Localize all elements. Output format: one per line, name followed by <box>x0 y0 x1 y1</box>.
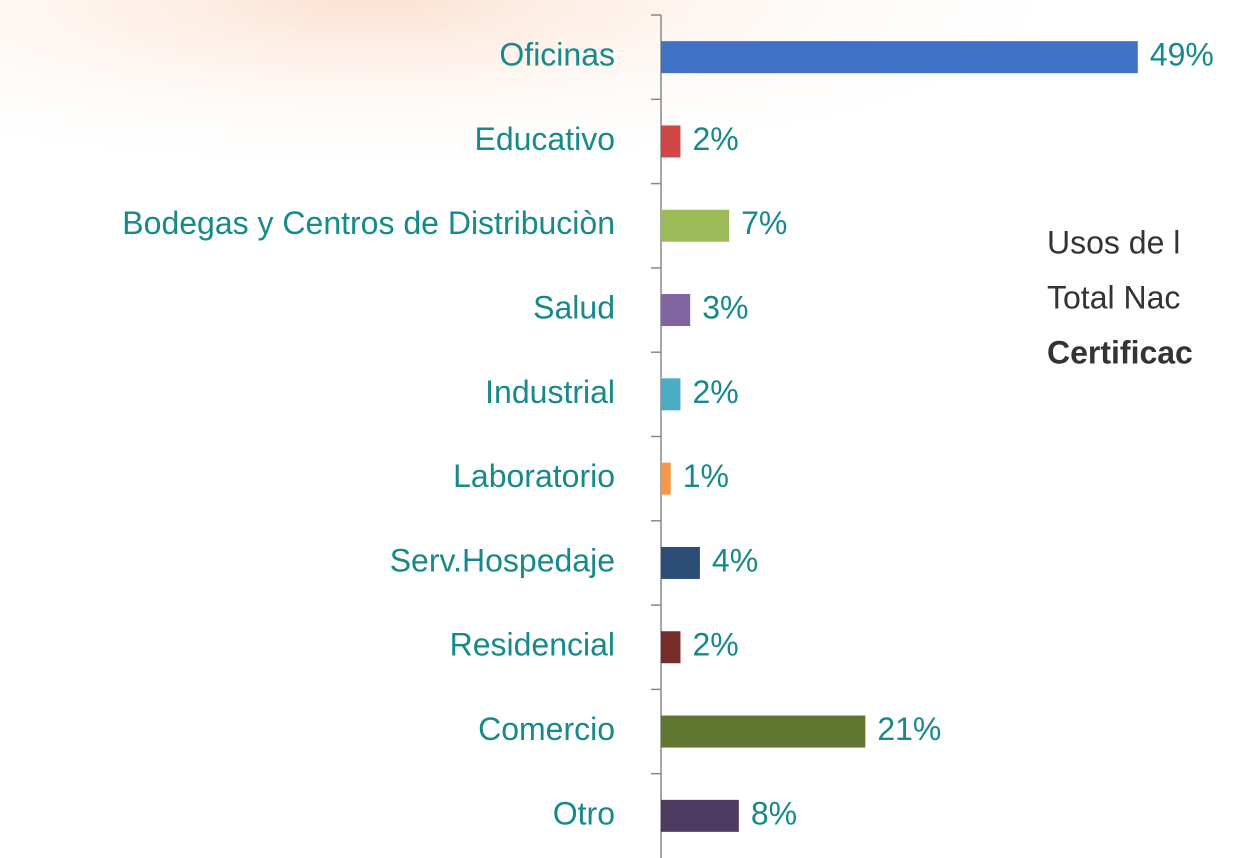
category-label: Comercio <box>478 711 615 747</box>
value-label: 3% <box>702 290 748 326</box>
category-label: Otro <box>553 795 615 831</box>
value-label: 7% <box>741 205 787 241</box>
bar <box>661 378 681 411</box>
bar <box>661 799 739 832</box>
category-label: Residencial <box>450 627 615 663</box>
category-label: Salud <box>533 290 615 326</box>
value-label: 2% <box>692 627 738 663</box>
annotation: Certificac <box>1047 334 1193 370</box>
value-label: 21% <box>877 711 941 747</box>
value-label: 1% <box>683 458 729 494</box>
category-label: Oficinas <box>499 37 615 73</box>
category-label: Educativo <box>474 121 615 157</box>
bar <box>661 209 730 242</box>
bar <box>661 294 691 327</box>
value-label: 49% <box>1150 37 1214 73</box>
category-label: Industrial <box>485 374 615 410</box>
value-label: 4% <box>712 542 758 578</box>
category-label: Laboratorio <box>453 458 615 494</box>
bar <box>661 631 681 664</box>
value-label: 8% <box>751 795 797 831</box>
annotation: Total Nac <box>1047 279 1180 315</box>
category-label: Bodegas y Centros de Distribuciòn <box>122 205 615 241</box>
annotation: Usos de l <box>1047 224 1180 260</box>
bar <box>661 715 866 748</box>
bar <box>661 125 681 158</box>
category-label: Serv.Hospedaje <box>390 542 615 578</box>
bar <box>661 41 1138 74</box>
bar <box>661 546 700 579</box>
value-label: 2% <box>692 121 738 157</box>
bar <box>661 462 671 495</box>
value-label: 2% <box>692 374 738 410</box>
